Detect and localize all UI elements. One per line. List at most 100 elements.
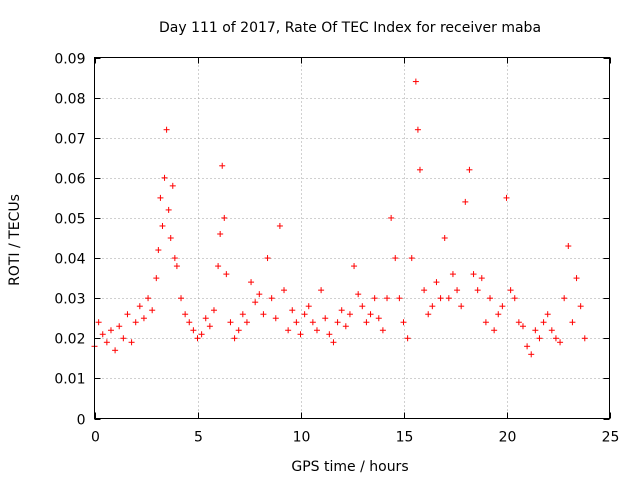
data-point — [462, 198, 469, 205]
data-point — [573, 275, 580, 282]
data-point — [478, 275, 485, 282]
data-point — [474, 287, 481, 294]
y-tick-label: 0.02 — [54, 332, 85, 348]
data-point — [239, 311, 246, 318]
data-point — [416, 166, 423, 173]
x-axis-label: GPS time / hours — [291, 459, 408, 475]
data-point — [491, 327, 498, 334]
data-point — [499, 303, 506, 310]
y-tick-label: 0.01 — [54, 372, 85, 388]
data-point — [145, 295, 152, 302]
data-point — [301, 311, 308, 318]
data-point — [227, 319, 234, 326]
data-point — [515, 319, 522, 326]
data-point — [503, 194, 510, 201]
data-point — [561, 295, 568, 302]
data-point — [375, 315, 382, 322]
data-point — [330, 339, 337, 346]
data-point — [425, 311, 432, 318]
data-point — [569, 319, 576, 326]
y-tick-label: 0.07 — [54, 132, 85, 148]
data-point — [338, 307, 345, 314]
data-point — [231, 335, 238, 342]
data-point — [252, 299, 259, 306]
data-point — [155, 247, 162, 254]
data-point — [363, 319, 370, 326]
data-point — [458, 303, 465, 310]
data-point — [577, 303, 584, 310]
data-point — [305, 303, 312, 310]
data-point — [334, 319, 341, 326]
data-point — [128, 339, 135, 346]
data-point — [318, 287, 325, 294]
data-point — [548, 327, 555, 334]
y-tick-label: 0.08 — [54, 92, 85, 108]
data-point — [511, 295, 518, 302]
axis-tick-labels: 0 5 10 15 20 25 0 0.01 0.02 0.03 0.04 0.05 0.06 0.07 0… — [54, 52, 619, 446]
data-point — [351, 263, 358, 270]
data-point — [157, 194, 164, 201]
data-point — [219, 162, 226, 169]
data-point — [103, 339, 110, 346]
data-point — [190, 327, 197, 334]
data-point — [159, 222, 166, 229]
data-point — [441, 235, 448, 241]
data-point — [112, 347, 119, 354]
data-point — [215, 263, 222, 270]
data-point — [322, 315, 329, 322]
data-point — [532, 327, 539, 334]
data-point — [107, 327, 114, 334]
data-point — [173, 263, 180, 270]
data-point — [165, 206, 172, 213]
data-point — [132, 319, 139, 326]
data-point — [272, 315, 279, 322]
data-point — [449, 271, 456, 278]
data-point — [264, 255, 271, 262]
data-point — [359, 303, 366, 310]
data-point — [540, 319, 547, 326]
data-point — [95, 319, 102, 326]
y-tick-label: 0.04 — [54, 252, 85, 268]
data-point — [297, 331, 304, 338]
data-point — [285, 327, 292, 334]
data-point — [161, 174, 168, 181]
data-point — [309, 319, 316, 326]
y-axis-label: ROTI / TECUs — [7, 194, 23, 286]
data-point — [355, 291, 362, 298]
x-tick-label: 5 — [194, 430, 203, 446]
data-point — [487, 295, 494, 302]
data-point — [371, 295, 378, 302]
data-point — [445, 295, 452, 302]
data-point — [470, 271, 477, 278]
data-point — [313, 327, 320, 334]
data-point — [120, 335, 127, 342]
plot-frame — [94, 57, 610, 419]
data-point — [384, 295, 391, 302]
data-point — [412, 78, 419, 85]
data-point — [507, 287, 514, 294]
data-point — [124, 311, 131, 318]
data-point — [544, 311, 551, 318]
data-point — [153, 275, 160, 282]
data-point — [437, 295, 444, 302]
axis-ticks — [94, 57, 611, 420]
data-point — [454, 287, 461, 294]
data-point — [149, 307, 156, 314]
data-point — [178, 295, 185, 302]
data-point — [408, 255, 415, 262]
data-point — [581, 335, 588, 342]
data-point — [367, 311, 374, 318]
data-point — [99, 331, 106, 338]
data-point — [268, 295, 275, 302]
data-point — [243, 319, 250, 326]
data-point — [116, 323, 123, 330]
data-point — [293, 319, 300, 326]
data-point — [194, 335, 201, 342]
data-point — [400, 319, 407, 326]
x-tick-label: 25 — [602, 430, 620, 446]
data-point — [388, 214, 395, 221]
data-point — [206, 323, 213, 330]
chart-title: Day 111 of 2017, Rate Of TEC Index for r… — [159, 20, 541, 36]
x-tick-label: 0 — [91, 430, 100, 446]
